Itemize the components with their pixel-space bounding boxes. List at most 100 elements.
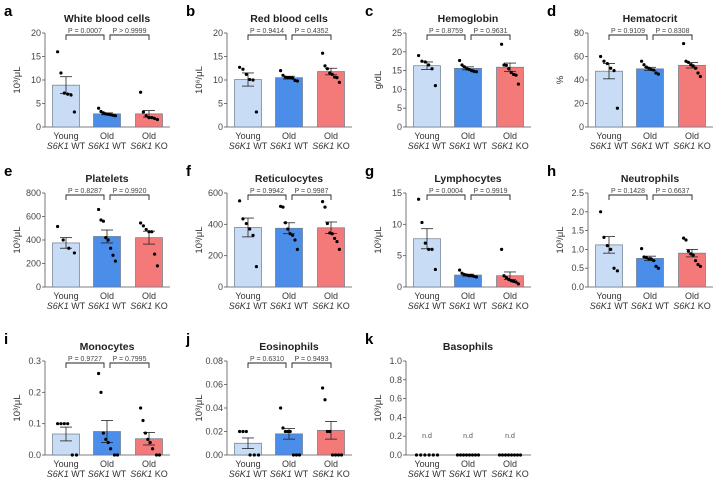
data-point — [689, 63, 693, 67]
y-tick-label: 15 — [213, 52, 223, 62]
data-point — [506, 453, 511, 457]
y-tick-label: 2.0 — [571, 207, 584, 217]
significance-bracket — [608, 34, 648, 40]
genotype: WT — [253, 141, 267, 151]
data-point — [698, 264, 702, 268]
data-point — [66, 422, 70, 426]
data-point — [151, 447, 155, 451]
x-category-label: Old — [685, 131, 699, 141]
data-point — [684, 238, 688, 242]
data-point — [467, 453, 472, 457]
significance-bracket — [652, 34, 693, 40]
genotype: KO — [698, 301, 711, 311]
y-tick-label: 5 — [397, 251, 402, 261]
data-point — [420, 59, 424, 63]
data-point — [461, 453, 466, 457]
data-point — [333, 453, 338, 457]
data-point — [101, 431, 105, 435]
data-point — [330, 232, 334, 236]
y-tick-label: 0.06 — [205, 380, 223, 390]
data-point — [337, 247, 341, 251]
data-point — [474, 275, 478, 279]
data-point — [56, 50, 60, 54]
x-category-genotype: S6K1 WT — [631, 141, 670, 151]
gene-name: S6K1 — [673, 141, 695, 151]
y-tick-label: 0.02 — [205, 427, 223, 437]
x-category-genotype: S6K1 WT — [590, 141, 629, 151]
data-point — [99, 109, 103, 114]
data-point — [460, 63, 464, 67]
not-detected-label: n.d — [505, 433, 515, 440]
data-point — [462, 65, 466, 69]
panel-f: f Reticulocytes10³/μL0200400600YoungS6K1 … — [186, 163, 352, 311]
panel-letter: j — [185, 331, 190, 348]
gene-name: S6K1 — [408, 141, 430, 151]
data-point — [497, 453, 502, 457]
data-point — [281, 426, 285, 430]
data-point — [244, 221, 248, 226]
y-tick-label: 5 — [36, 99, 41, 109]
x-category-genotype: S6K1 KO — [130, 301, 168, 311]
gene-name: S6K1 — [270, 301, 292, 311]
data-point — [612, 69, 616, 73]
y-axis-label: 10³/μL — [555, 226, 566, 253]
data-point — [97, 371, 101, 376]
data-point — [62, 91, 66, 95]
x-category-genotype: S6K1 WT — [229, 141, 268, 151]
data-point — [154, 453, 159, 457]
data-point — [335, 76, 339, 80]
x-category-label: Old — [100, 131, 114, 141]
data-point — [113, 114, 117, 118]
gene-name: S6K1 — [590, 301, 612, 311]
panel-title: Lymphocytes — [434, 173, 501, 185]
gene-name: S6K1 — [229, 301, 251, 311]
significance-bracket — [65, 194, 105, 200]
data-point — [150, 230, 154, 234]
panel-letter: c — [365, 3, 373, 20]
genotype: KO — [337, 301, 350, 311]
data-point — [115, 453, 120, 457]
data-point — [147, 230, 151, 234]
y-tick-label: 5 — [397, 103, 402, 113]
data-point — [238, 65, 242, 69]
data-point — [56, 224, 60, 229]
data-point — [333, 236, 337, 241]
data-point — [689, 252, 693, 256]
data-point — [112, 453, 117, 457]
data-point — [323, 205, 327, 209]
data-point — [143, 431, 147, 435]
data-point — [652, 68, 656, 72]
x-category-label: Young — [596, 131, 621, 141]
significance-bracket — [470, 194, 511, 200]
data-point — [153, 116, 157, 121]
data-point — [470, 453, 475, 457]
bar — [678, 252, 706, 288]
data-point — [435, 453, 440, 457]
data-point — [99, 218, 103, 222]
x-category-label: Old — [324, 459, 338, 469]
y-tick-label: 0 — [36, 122, 41, 132]
gene-name: S6K1 — [673, 301, 695, 311]
gene-name: S6K1 — [88, 141, 110, 151]
data-point — [615, 106, 619, 110]
y-axis-label: 10³/μL — [194, 226, 205, 253]
x-category-label: Old — [142, 459, 156, 469]
data-point — [423, 60, 427, 64]
gene-name: S6K1 — [491, 141, 513, 151]
data-point — [644, 256, 648, 260]
data-point — [602, 59, 606, 63]
x-category-genotype: S6K1 WT — [47, 141, 86, 151]
data-point — [144, 227, 148, 232]
x-category-label: Old — [324, 131, 338, 141]
x-category-label: Old — [100, 459, 114, 469]
data-point — [694, 259, 698, 263]
bar — [595, 70, 623, 128]
genotype: WT — [253, 301, 267, 311]
data-point — [295, 79, 299, 83]
data-point — [431, 453, 435, 457]
gene-name: S6K1 — [491, 301, 513, 311]
x-category-genotype: S6K1 WT — [631, 301, 670, 311]
data-point — [612, 266, 616, 270]
x-category-genotype: S6K1 WT — [229, 301, 268, 311]
data-point — [153, 252, 157, 256]
